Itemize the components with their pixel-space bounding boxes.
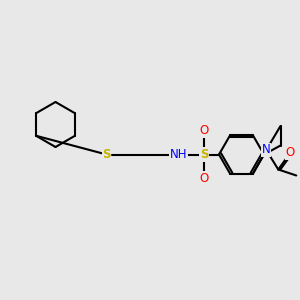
Text: S: S — [102, 148, 111, 161]
Text: N: N — [262, 143, 271, 157]
Text: O: O — [286, 146, 295, 160]
Text: NH: NH — [170, 148, 187, 161]
Text: S: S — [200, 148, 208, 161]
Text: O: O — [200, 124, 208, 137]
Text: O: O — [200, 172, 208, 185]
